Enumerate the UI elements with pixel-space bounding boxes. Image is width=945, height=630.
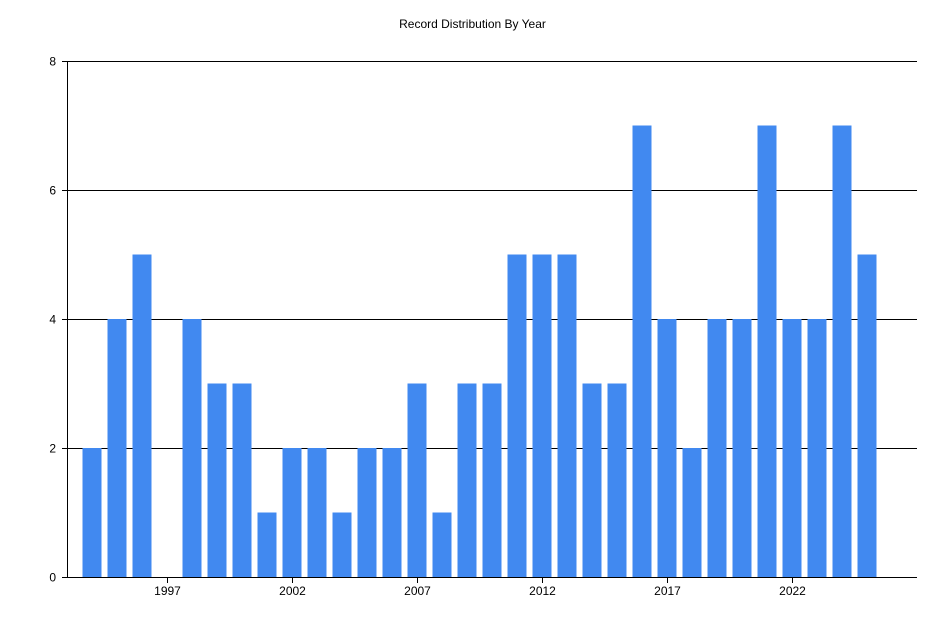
bar-2007	[407, 383, 427, 577]
y-tick-label: 4	[49, 313, 56, 327]
y-tick-label: 8	[49, 55, 56, 69]
bar-2023	[807, 319, 827, 577]
bar-1996	[132, 254, 152, 577]
y-tick-labels: 0 2 4 6 8	[49, 55, 56, 585]
bar-2018	[682, 448, 702, 577]
x-tick-label: 2017	[654, 584, 681, 598]
bar-2006	[382, 448, 402, 577]
bar-2024	[832, 125, 852, 577]
y-tick-label: 0	[49, 571, 56, 585]
x-tick-labels: 1997 2002 2007 2012 2017 2022	[154, 584, 806, 598]
bar-2012	[532, 254, 552, 577]
bar-1995	[107, 319, 127, 577]
bar-2002	[282, 448, 302, 577]
x-tick-label: 2012	[529, 584, 556, 598]
chart-title: Record Distribution By Year	[399, 17, 546, 31]
x-tick-label: 2002	[279, 584, 306, 598]
bar-2014	[582, 383, 602, 577]
x-tick-label: 2007	[404, 584, 431, 598]
bar-1994	[82, 448, 102, 577]
bar-2019	[707, 319, 727, 577]
bar-2017	[657, 319, 677, 577]
bar-2016	[632, 125, 652, 577]
y-tick-label: 2	[49, 442, 56, 456]
bar-2008	[432, 512, 452, 577]
x-tick-label: 1997	[154, 584, 181, 598]
bar-2004	[332, 512, 352, 577]
bar-2003	[307, 448, 327, 577]
bar-2021	[757, 125, 777, 577]
bar-1999	[207, 383, 227, 577]
bars	[82, 125, 877, 577]
bar-2011	[507, 254, 527, 577]
bar-2020	[732, 319, 752, 577]
bar-2015	[607, 383, 627, 577]
axes	[62, 61, 917, 583]
bar-2010	[482, 383, 502, 577]
y-tick-label: 6	[49, 184, 56, 198]
x-tick-label: 2022	[779, 584, 806, 598]
bar-2013	[557, 254, 577, 577]
bar-2001	[257, 512, 277, 577]
bar-2000	[232, 383, 252, 577]
bar-2009	[457, 383, 477, 577]
bar-2005	[357, 448, 377, 577]
bar-1998	[182, 319, 202, 577]
bar-2022	[782, 319, 802, 577]
bar-2025	[857, 254, 877, 577]
